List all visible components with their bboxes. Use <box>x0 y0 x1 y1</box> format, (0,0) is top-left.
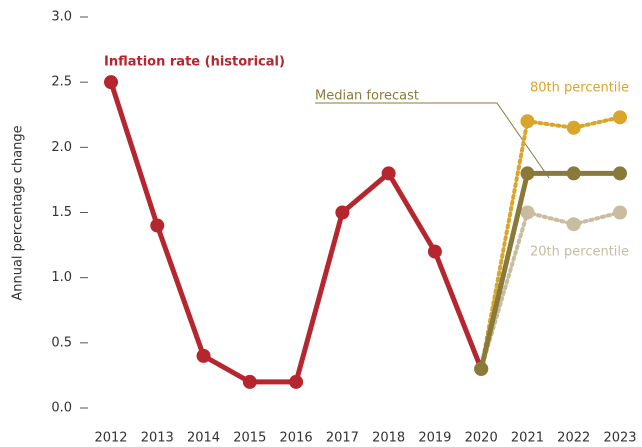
point <box>242 374 257 389</box>
y-axis-label: Annual percentage change <box>11 125 26 300</box>
series-label: 80th percentile <box>530 81 629 96</box>
point <box>289 374 304 389</box>
point <box>613 205 627 220</box>
point <box>474 361 489 376</box>
point <box>381 166 396 181</box>
point <box>520 114 535 129</box>
x-tick-label: 2012 <box>94 431 127 446</box>
series-label: 20th percentile <box>530 245 629 260</box>
x-tick-label: 2019 <box>418 431 451 446</box>
x-tick-label: 2017 <box>326 431 359 446</box>
y-tick-label: 1.0 <box>51 270 72 285</box>
series-label: Inflation rate (historical) <box>104 55 285 70</box>
x-tick-label: 2015 <box>233 431 266 446</box>
x-tick-label: 2020 <box>465 431 498 446</box>
point <box>104 75 118 90</box>
x-tick-label: 2021 <box>511 431 544 446</box>
point <box>566 120 581 135</box>
point <box>566 166 581 181</box>
leader-line <box>315 102 550 179</box>
x-tick-label: 2023 <box>603 431 636 446</box>
point <box>613 110 627 125</box>
point <box>520 205 535 220</box>
x-tick-label: 2018 <box>372 431 405 446</box>
y-tick-label: 2.5 <box>51 75 72 90</box>
series-line <box>478 170 620 370</box>
series-line <box>479 210 622 371</box>
y-tick-label: 1.5 <box>51 205 72 220</box>
point <box>566 217 581 232</box>
point <box>613 166 627 181</box>
y-tick-label: 2.0 <box>51 140 72 155</box>
series-label: Median forecast <box>315 89 419 104</box>
x-tick-label: 2013 <box>141 431 174 446</box>
series-line <box>108 81 484 385</box>
point <box>150 218 165 233</box>
x-tick-label: 2014 <box>187 431 220 446</box>
y-tick-label: 0.5 <box>51 335 72 350</box>
y-tick-label: 3.0 <box>51 10 72 25</box>
y-tick-label: 0.0 <box>51 401 72 416</box>
series-line <box>479 115 622 371</box>
point <box>427 244 442 259</box>
x-tick-label: 2016 <box>280 431 313 446</box>
point <box>196 348 211 363</box>
point <box>520 166 535 181</box>
point <box>335 205 350 220</box>
x-tick-label: 2022 <box>557 431 590 446</box>
